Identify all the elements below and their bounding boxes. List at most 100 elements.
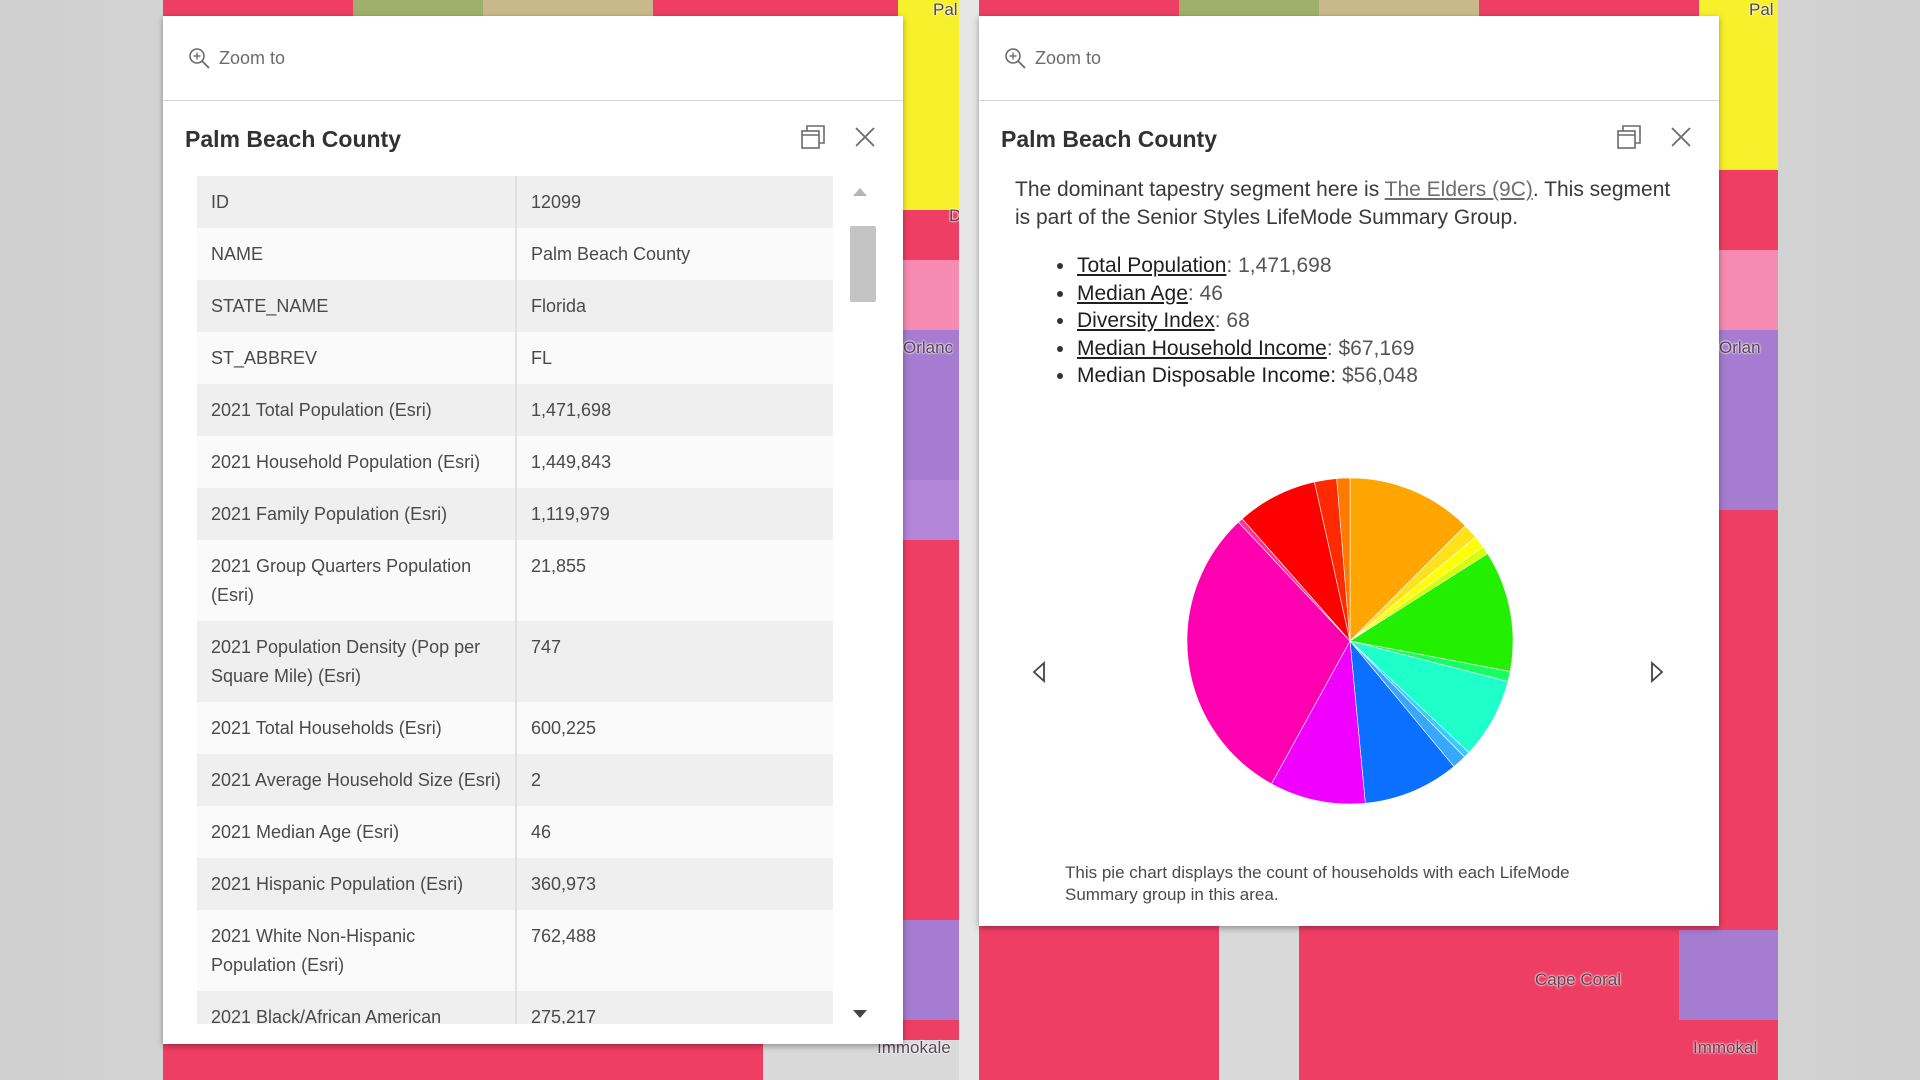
map-region-tan <box>1319 0 1479 18</box>
pie-slice[interactable] <box>1349 477 1466 642</box>
field-name: ST_ABBREV <box>197 332 517 384</box>
list-item: Median Age: 46 <box>1057 280 1418 308</box>
close-icon <box>1671 127 1691 147</box>
popup-panel-right: Zoom to Palm Beach County The dominant t… <box>979 16 1719 926</box>
stats-list: Total Population: 1,471,698 Median Age: … <box>1057 252 1418 390</box>
map-label-pal: Pal <box>1749 0 1774 19</box>
dock-icon <box>801 125 825 149</box>
pie-slice[interactable] <box>1186 521 1351 785</box>
scrollbar[interactable] <box>846 178 876 1028</box>
popup-header: Palm Beach County <box>163 101 903 177</box>
field-name: NAME <box>197 228 517 280</box>
field-value: Palm Beach County <box>516 228 833 280</box>
field-name: 2021 Black/African American <box>197 991 517 1024</box>
field-value: 12099 <box>516 176 833 228</box>
field-name: 2021 Hispanic Population (Esri) <box>197 858 517 910</box>
field-value: 1,119,979 <box>516 488 833 540</box>
chevron-left-icon <box>1032 660 1045 684</box>
chevron-right-icon <box>1651 660 1664 684</box>
table-row: 2021 Total Households (Esri) 600,225 <box>197 702 833 754</box>
field-value: 46 <box>516 806 833 858</box>
list-item: Diversity Index: 68 <box>1057 307 1418 335</box>
field-name: 2021 Total Population (Esri) <box>197 384 517 436</box>
field-name: 2021 Family Population (Esri) <box>197 488 517 540</box>
tapestry-intro: The dominant tapestry segment here is Th… <box>1015 176 1675 232</box>
field-value: 275,217 <box>516 991 833 1024</box>
field-name: 2021 Household Population (Esri) <box>197 436 517 488</box>
field-name: 2021 Median Age (Esri) <box>197 806 517 858</box>
map-region-tan <box>483 0 653 18</box>
map-water-gulf <box>763 1040 959 1080</box>
lifemode-pie-chart[interactable] <box>1185 476 1515 806</box>
field-value: 1,471,698 <box>516 384 833 436</box>
field-value: 360,973 <box>516 858 833 910</box>
popup-panel-left: Zoom to Palm Beach County ID 12099 NAME Pal… <box>163 16 903 1044</box>
table-row: 2021 Population Density (Pop per Square … <box>197 621 833 702</box>
scroll-down-icon[interactable] <box>853 1010 867 1018</box>
table-row: 2021 Family Population (Esri) 1,119,979 <box>197 488 833 540</box>
list-item: Median Disposable Income: $56,048 <box>1057 362 1418 390</box>
zoom-in-icon <box>1005 48 1026 69</box>
stat-value: : 46 <box>1187 281 1223 305</box>
table-row: 2021 White Non-Hispanic Population (Esri… <box>197 910 833 991</box>
field-name: 2021 Population Density (Pop per Square … <box>197 621 517 702</box>
stat-link-median-household-income[interactable]: Median Household Income <box>1077 336 1327 360</box>
dock-icon <box>1617 125 1641 149</box>
map-region-purple-3 <box>903 920 959 1020</box>
stat-value: : $67,169 <box>1326 336 1415 360</box>
table-row: 2021 Average Household Size (Esri) 2 <box>197 754 833 806</box>
table-row: STATE_NAME Florida <box>197 280 833 332</box>
close-button[interactable] <box>1667 123 1695 151</box>
pie-slice[interactable] <box>1271 640 1366 805</box>
map-region-yellow <box>898 0 959 210</box>
field-value: Florida <box>516 280 833 332</box>
zoom-to-label: Zoom to <box>219 47 286 68</box>
map-label-immokalee: Immokal <box>1693 1038 1758 1057</box>
close-icon <box>855 127 875 147</box>
field-name: 2021 Group Quarters Population (Esri) <box>197 540 517 621</box>
pie-slice[interactable] <box>1349 640 1455 804</box>
map-water-gulf <box>1219 926 1299 1080</box>
pie-slice[interactable] <box>1336 477 1351 642</box>
stat-link-median-age[interactable]: Median Age <box>1077 281 1188 305</box>
map-region-pink <box>1719 250 1778 330</box>
field-value: FL <box>516 332 833 384</box>
field-value: 600,225 <box>516 702 833 754</box>
table-row: 2021 Group Quarters Population (Esri) 21,… <box>197 540 833 621</box>
field-value: 747 <box>516 621 833 702</box>
map-region-purple-2 <box>903 480 959 540</box>
scroll-thumb[interactable] <box>850 226 876 302</box>
stat-label-median-disposable-income: Median Disposable Income: <box>1077 364 1337 387</box>
table-row: 2021 Household Population (Esri) 1,449,84… <box>197 436 833 488</box>
map-label-orlando: Orlanc <box>903 338 954 357</box>
map-label-orlando: Orlan <box>1719 338 1761 357</box>
field-name: 2021 Total Households (Esri) <box>197 702 517 754</box>
list-item: Median Household Income: $67,169 <box>1057 335 1418 363</box>
attribute-table: ID 12099 NAME Palm Beach County STATE_NAME Fl… <box>197 176 833 1024</box>
dock-button[interactable] <box>1615 123 1643 151</box>
close-button[interactable] <box>851 123 879 151</box>
previous-chart-button[interactable] <box>1031 660 1047 688</box>
field-value: 2 <box>516 754 833 806</box>
table-row: ID 12099 <box>197 176 833 228</box>
list-item: Total Population: 1,471,698 <box>1057 252 1418 280</box>
zoom-to-button[interactable]: Zoom to <box>979 16 1719 101</box>
field-name: 2021 Average Household Size (Esri) <box>197 754 517 806</box>
tapestry-segment-link[interactable]: The Elders (9C) <box>1384 178 1533 201</box>
zoom-to-label: Zoom to <box>1035 47 1102 68</box>
zoom-to-button[interactable]: Zoom to <box>163 16 903 101</box>
map-label-d: D <box>949 206 959 225</box>
table-row: 2021 Median Age (Esri) 46 <box>197 806 833 858</box>
next-chart-button[interactable] <box>1649 660 1665 688</box>
dock-button[interactable] <box>799 123 827 151</box>
stat-link-total-population[interactable]: Total Population <box>1077 254 1227 277</box>
scroll-up-icon[interactable] <box>853 188 867 196</box>
popup-title: Palm Beach County <box>185 125 401 152</box>
map-label-pal: Pal <box>933 0 958 19</box>
pie-slice[interactable] <box>1349 553 1514 672</box>
map-region-pink <box>903 260 959 330</box>
table-row: 2021 Hispanic Population (Esri) 360,973 <box>197 858 833 910</box>
stat-link-diversity-index[interactable]: Diversity Index <box>1077 309 1215 332</box>
table-row: ST_ABBREV FL <box>197 332 833 384</box>
field-value: 1,449,843 <box>516 436 833 488</box>
